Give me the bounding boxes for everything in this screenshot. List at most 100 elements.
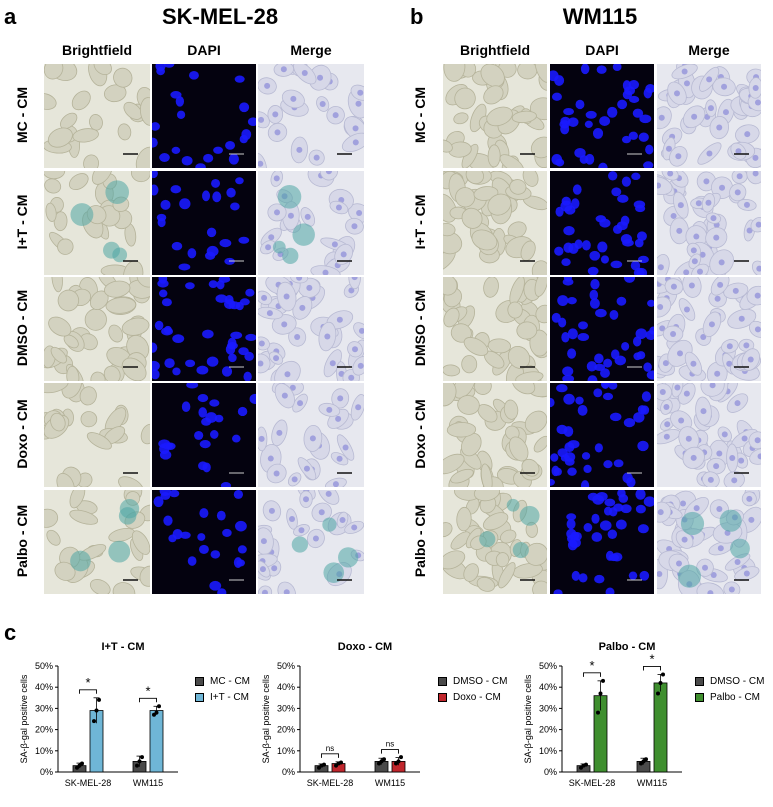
panel-b-row-label: Palbo - CM [412, 504, 428, 578]
x-tick-label: WM115 [637, 778, 667, 788]
panel-a-title: SK-MEL-28 [161, 4, 279, 29]
data-point [644, 757, 648, 762]
data-point [658, 680, 663, 685]
panel-b-row-label: Doxo - CM [412, 399, 428, 469]
a-tile-it-bf [44, 171, 150, 275]
chart-it: I+T - CM SA-β-gal positive cells 0% 10% 20% 3… [18, 636, 188, 802]
data-point [382, 757, 386, 762]
significance-label: * [649, 651, 654, 666]
panel-a-row-label: MC - CM [14, 87, 30, 143]
a-tile-doxo-dapi [152, 383, 256, 487]
legend-label: MC - CM [210, 675, 250, 687]
data-point [322, 762, 326, 767]
panel-a-col-dapi: DAPI [187, 42, 221, 58]
b-tile-mc-dapi [550, 64, 654, 168]
b-tile-it-merge [657, 171, 761, 275]
b-tile-it-dapi [550, 171, 654, 275]
a-tile-doxo-bf [44, 383, 150, 487]
y-axis-label: SA-β-gal positive cells [261, 674, 271, 763]
panel-b-row-label: I+T - CM [412, 194, 428, 250]
y-axis-label: SA-β-gal positive cells [19, 674, 29, 763]
y-tick-label: 20% [35, 725, 53, 735]
data-point [598, 691, 603, 696]
a-tile-mc-merge [258, 64, 364, 168]
panel-b-letter: b [410, 4, 424, 29]
chart-it-legend: MC - CM I+T - CM [195, 673, 250, 705]
data-point [140, 755, 144, 760]
x-tick-label: SK-MEL-28 [569, 778, 616, 788]
b-tile-it-bf [443, 171, 547, 275]
a-tile-palbo-bf [44, 490, 150, 594]
a-tile-doxo-merge [258, 383, 364, 487]
data-point [92, 719, 96, 724]
b-tile-doxo-dapi [550, 383, 654, 487]
legend-label: DMSO - CM [453, 675, 508, 687]
y-tick-label: 40% [539, 682, 557, 692]
data-point [157, 704, 161, 709]
a-tile-palbo-dapi [152, 490, 256, 594]
data-point [97, 697, 101, 702]
y-tick-label: 10% [277, 746, 295, 756]
chart-title: I+T - CM [101, 641, 144, 653]
panel-b-col-dapi: DAPI [585, 42, 619, 58]
bar [149, 710, 164, 773]
b-tile-doxo-merge [657, 383, 761, 487]
legend-item: I+T - CM [195, 689, 250, 705]
y-tick-label: 30% [35, 703, 53, 713]
data-point [661, 672, 665, 677]
legend-item: Doxo - CM [438, 689, 507, 705]
significance-bracket [381, 749, 399, 754]
data-point [80, 761, 84, 766]
y-tick-label: 50% [277, 661, 295, 671]
y-axis-label: SA-β-gal positive cells [523, 674, 533, 763]
b-tile-dmso-dapi [550, 277, 654, 381]
chart-palbo: Palbo - CM SA-β-gal positive cells 0% 10% 20… [522, 636, 692, 802]
b-tile-palbo-dapi [550, 490, 654, 594]
b-tile-mc-merge [657, 64, 761, 168]
legend-item: DMSO - CM [438, 673, 507, 689]
panel-a-letter: a [4, 4, 17, 29]
legend-swatch [695, 676, 704, 686]
b-tile-palbo-merge [657, 490, 761, 594]
significance-bracket [321, 753, 339, 758]
b-tile-mc-bf [443, 64, 547, 168]
y-tick-label: 20% [277, 725, 295, 735]
data-point [656, 691, 660, 696]
panel-a-row-label: DMSO - CM [14, 289, 30, 367]
panel-a-row-label: I+T - CM [14, 194, 30, 250]
legend-swatch [438, 676, 447, 686]
legend-label: I+T - CM [210, 691, 249, 703]
a-tile-it-dapi [152, 171, 256, 275]
significance-label: ns [326, 744, 334, 753]
panel-b-title: WM115 [562, 4, 638, 29]
panel-a-col-brightfield: Brightfield [62, 42, 132, 58]
legend-swatch [438, 692, 447, 702]
panel-a-row-label: Doxo - CM [14, 399, 30, 469]
legend-item: Palbo - CM [695, 689, 764, 705]
panel-b-col-brightfield: Brightfield [460, 42, 530, 58]
x-tick-label: WM115 [133, 778, 163, 788]
panel-a-row-label: Palbo - CM [14, 504, 30, 578]
bar [653, 682, 668, 773]
significance-label: ns [386, 740, 394, 749]
b-tile-palbo-bf [443, 490, 547, 594]
a-tile-dmso-bf [44, 277, 150, 381]
data-point [94, 708, 99, 713]
y-tick-label: 30% [277, 703, 295, 713]
a-tile-it-merge [258, 171, 364, 275]
panel-b-row-label: MC - CM [412, 87, 428, 143]
significance-bracket [79, 689, 97, 694]
y-tick-label: 0% [282, 767, 295, 777]
a-tile-dmso-merge [258, 277, 364, 381]
legend-label: DMSO - CM [710, 675, 765, 687]
chart-palbo-legend: DMSO - CM Palbo - CM [695, 673, 764, 705]
panel-a-col-merge: Merge [290, 42, 332, 58]
significance-label: * [85, 675, 90, 690]
y-tick-label: 0% [544, 767, 557, 777]
panel-c-letter: c [4, 620, 17, 645]
legend-item: DMSO - CM [695, 673, 764, 689]
data-point [135, 763, 139, 768]
data-point [137, 759, 142, 764]
chart-title: Doxo - CM [338, 641, 392, 653]
y-tick-label: 30% [539, 703, 557, 713]
